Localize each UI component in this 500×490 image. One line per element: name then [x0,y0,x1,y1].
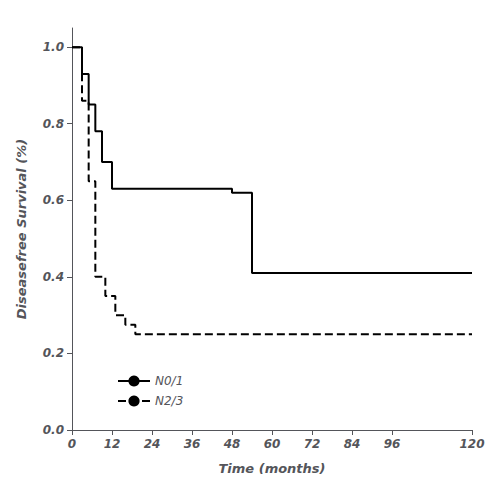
svg-text:48: 48 [223,437,241,451]
svg-text:84: 84 [344,437,361,451]
svg-text:0.6: 0.6 [43,193,64,207]
svg-text:0.4: 0.4 [43,270,64,284]
svg-text:96: 96 [384,437,401,451]
svg-text:0.0: 0.0 [43,423,64,437]
svg-text:12: 12 [104,437,121,451]
svg-text:0.8: 0.8 [43,117,64,131]
svg-text:N0/1: N0/1 [155,374,183,388]
svg-text:24: 24 [144,437,161,451]
svg-text:1.0: 1.0 [43,40,64,54]
svg-text:0.2: 0.2 [43,346,64,360]
svg-text:72: 72 [304,437,321,451]
svg-text:60: 60 [264,437,281,451]
svg-text:36: 36 [184,437,201,451]
svg-text:Time (months): Time (months) [218,461,325,476]
svg-text:0: 0 [68,437,76,451]
svg-text:120: 120 [459,437,484,451]
svg-text:N2/3: N2/3 [155,394,183,408]
svg-text:Diseasefree Survival (%): Diseasefree Survival (%) [14,139,29,319]
